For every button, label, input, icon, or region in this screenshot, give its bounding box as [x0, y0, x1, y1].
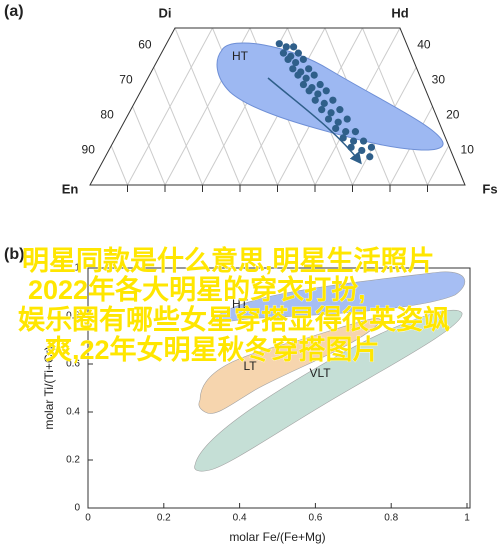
point — [310, 71, 318, 79]
y-axis-label: molar Ti/(Ti+Cr) — [42, 346, 56, 429]
panel-label: (b) — [4, 246, 24, 263]
x-tick-label: 0.2 — [157, 513, 171, 524]
point — [366, 153, 374, 161]
y-tick-label: 0.4 — [66, 407, 80, 418]
point — [359, 137, 368, 145]
overlay: 明星同款是什么意思,明星生活照片2022年各大明星的穿衣打扮,娱乐圈有哪些女星穿… — [18, 245, 451, 366]
point — [289, 43, 298, 51]
point — [351, 128, 360, 136]
point — [343, 115, 351, 123]
region-label: VLT — [309, 366, 331, 380]
point — [367, 143, 376, 151]
point — [294, 49, 302, 57]
point — [334, 118, 342, 126]
left-tick-label: 80 — [100, 107, 114, 121]
x-tick-label: 0.8 — [384, 513, 398, 524]
point — [302, 74, 310, 82]
y-tick-label: 0.6 — [66, 359, 80, 370]
point — [342, 128, 350, 136]
x-axis-label: molar Fe/(Fe+Mg) — [229, 530, 325, 544]
vertex-label: En — [62, 181, 79, 196]
point — [320, 99, 328, 107]
region — [194, 309, 463, 472]
point — [358, 146, 366, 155]
point — [349, 137, 358, 145]
vertex-label: Di — [159, 5, 172, 20]
point — [282, 43, 290, 51]
point — [275, 40, 283, 48]
y-tick-label: 0.8 — [66, 311, 80, 322]
y-tick-label: 0.2 — [66, 455, 80, 466]
region — [214, 271, 466, 323]
frame — [87, 267, 471, 509]
x-tick-label: 0.6 — [308, 513, 322, 524]
right-tick-label: 10 — [461, 142, 475, 156]
point — [318, 106, 326, 114]
point — [294, 71, 302, 79]
trend-arrow — [267, 77, 362, 165]
point — [329, 96, 337, 104]
region-plot: HT LT VLT 0 0.2 0.4 0.6 0.8 1 0 0.2 0.4 0.6 0.8 1 molar… — [42, 263, 471, 544]
left-tick-label: 70 — [119, 73, 133, 87]
panel-label: (a) — [4, 3, 24, 20]
point — [347, 143, 355, 151]
region-label: LT — [243, 359, 257, 373]
point — [314, 90, 322, 98]
overlay-text: 2022年各大明星的穿衣打扮, — [28, 274, 366, 305]
point — [299, 55, 307, 64]
left-tick-label: 90 — [82, 142, 96, 156]
ht-field — [216, 42, 444, 151]
vertex-label: Hd — [391, 5, 408, 20]
point — [289, 65, 297, 73]
overlay-text: 娱乐圈有哪些女星穿搭显得很英姿飒 — [18, 304, 450, 335]
y-tick-label: 0 — [74, 503, 80, 514]
region-label: HT — [232, 49, 249, 63]
grid-line — [174, 28, 241, 185]
frame — [89, 27, 466, 186]
point — [311, 96, 319, 104]
x-tick-label: 0 — [85, 513, 91, 524]
point — [332, 124, 340, 133]
point — [284, 55, 292, 64]
point — [305, 65, 313, 73]
point — [316, 80, 324, 89]
region — [198, 318, 381, 414]
point — [339, 134, 347, 142]
left-tick-label: 60 — [138, 38, 152, 52]
region-label: HT — [232, 297, 249, 311]
y-tick-label: 1 — [74, 263, 80, 274]
ternary-plot: Di Hd En Fs 60 70 80 90 40 30 20 10 HT — [62, 5, 498, 196]
grid-line — [90, 28, 128, 185]
right-tick-label: 40 — [417, 38, 431, 52]
right-tick-label: 30 — [432, 73, 446, 87]
grid-line — [427, 28, 465, 185]
x-tick-label: 1 — [464, 513, 470, 524]
vertex-label: Fs — [482, 181, 497, 196]
point — [324, 115, 333, 123]
point — [305, 87, 313, 95]
overlay-text: 爽,22年女明星秋冬穿搭图片 — [45, 334, 380, 365]
x-tick-label: 0.4 — [233, 513, 247, 524]
point — [299, 80, 308, 89]
right-tick-label: 20 — [446, 107, 460, 121]
point — [279, 49, 288, 57]
point — [292, 58, 300, 67]
point — [327, 109, 335, 117]
point — [322, 87, 330, 95]
overlay-text: 明星同款是什么意思,明星生活照片 — [22, 245, 435, 276]
point — [336, 106, 344, 114]
